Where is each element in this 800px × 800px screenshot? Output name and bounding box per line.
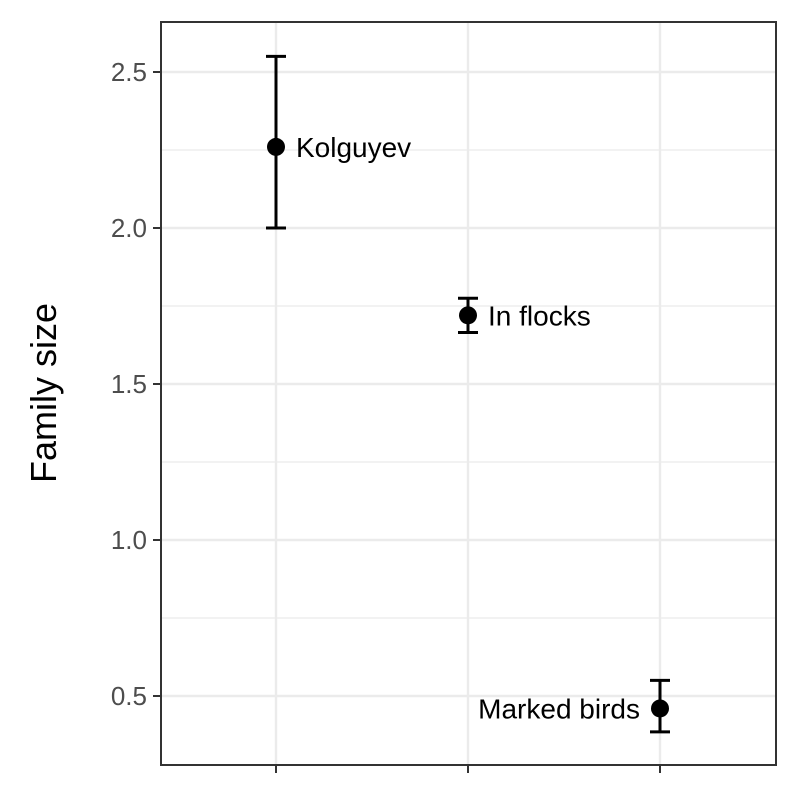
y-tick-label: 1.0 [111,525,147,555]
grid [161,22,776,765]
data-point-group: Kolguyev [266,54,411,230]
y-tick-label: 0.5 [111,681,147,711]
data-point [651,699,669,718]
data-label: Kolguyev [296,132,411,163]
y-tick-label: 1.5 [111,369,147,399]
data-label: In flocks [488,300,591,331]
data-point [267,137,285,156]
y-tick-label: 2.0 [111,213,147,243]
y-axis-title: Family size [23,303,64,483]
y-tick-label: 2.5 [111,57,147,87]
panel-border [160,21,777,766]
x-axis-ticks [275,765,661,773]
data-point [459,306,477,325]
data-points: Kolguyev In flocks Marked birds [266,54,670,734]
data-point-group: Marked birds [478,678,670,734]
y-axis: 0.5 1.0 1.5 2.0 2.5 [111,57,161,711]
data-label: Marked birds [478,693,640,724]
data-point-group: In flocks [458,296,591,335]
